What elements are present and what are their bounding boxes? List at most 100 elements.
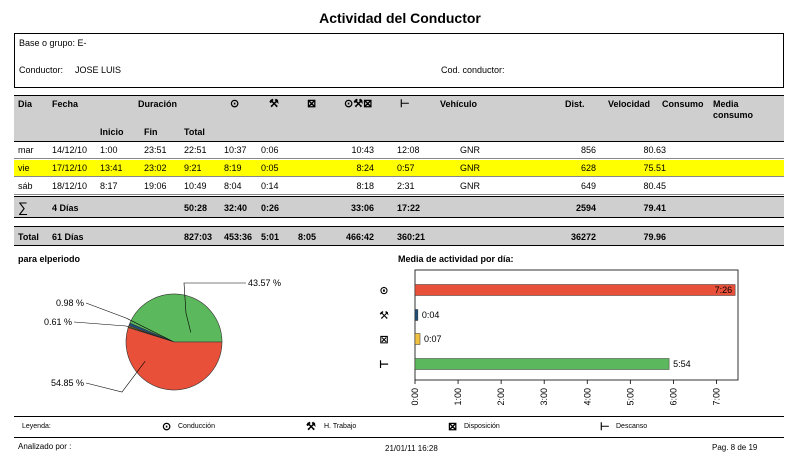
row-vehiculo: GNR xyxy=(460,145,480,155)
pie-chart-title: para elperiodo xyxy=(18,254,81,264)
legend: Leyenda: ⊙ Conducción ⚒ H. Trabajo ⊠ Dis… xyxy=(14,416,784,438)
bar-value-label: 0:07 xyxy=(424,334,442,344)
x-axis-tick-label: 0:00 xyxy=(410,388,420,406)
row-dia: vie xyxy=(18,163,30,173)
row-inicio: 8:17 xyxy=(100,181,118,191)
legend-trabajo: H. Trabajo xyxy=(324,423,357,430)
bar xyxy=(414,284,736,296)
row-trabajo: 0:06 xyxy=(261,145,279,155)
header-inicio: Inicio xyxy=(100,127,124,137)
header-total: Total xyxy=(184,127,205,137)
grand-total-velocidad: 79.96 xyxy=(643,232,666,242)
row-dist: 649 xyxy=(580,181,596,191)
table-row-highlighted: vie 17/12/10 13:41 23:02 9:21 8:19 0:05 … xyxy=(14,160,784,177)
pie-slice xyxy=(129,293,223,343)
trabajo-icon: ⚒ xyxy=(306,421,316,433)
row-fin: 23:02 xyxy=(144,163,167,173)
x-axis-tick-label: 3:00 xyxy=(539,388,549,406)
x-axis-tick-label: 4:00 xyxy=(582,388,592,406)
legend-conduccion: Conducción xyxy=(178,423,215,430)
analyzed-by: Analizado por : xyxy=(18,442,72,451)
page-number: Pag. 8 de 19 xyxy=(712,443,758,452)
row-total: 10:49 xyxy=(184,181,207,191)
row-fin: 23:51 xyxy=(144,145,167,155)
driver-info-box: Base o grupo: E- Conductor: JOSE LUIS Co… xyxy=(14,33,784,88)
bar-value-label: 5:54 xyxy=(673,359,691,369)
row-trabajo: 0:05 xyxy=(261,163,279,173)
summary-conduccion: 32:40 xyxy=(224,203,248,213)
descanso-icon: ⊢ xyxy=(400,98,410,110)
header-vehiculo: Vehículo xyxy=(440,99,478,109)
row-total: 22:51 xyxy=(184,145,207,155)
row-combined: 10:43 xyxy=(351,145,374,155)
row-descanso: 0:57 xyxy=(397,163,415,173)
bar xyxy=(414,358,670,370)
header-fecha: Fecha xyxy=(52,99,79,109)
report-date: 21/01/11 16:28 xyxy=(385,444,438,453)
row-velocidad: 75.51 xyxy=(643,163,666,173)
row-conduccion: 10:37 xyxy=(224,145,247,155)
driver-label: Conductor: xyxy=(19,65,64,75)
pie-leader-line xyxy=(183,282,246,333)
header-duracion: Duración xyxy=(138,99,178,109)
grand-total-trabajo: 5:01 xyxy=(261,232,280,242)
row-conduccion: 8:19 xyxy=(224,163,242,173)
bar xyxy=(414,333,421,345)
table-row: sáb 18/12/10 8:17 19:06 10:49 8:04 0:14 … xyxy=(14,178,784,195)
driver-name: JOSE LUIS xyxy=(75,65,122,75)
bar xyxy=(414,309,419,321)
pie-slice-label: 54.85 % xyxy=(51,378,84,388)
base-group-label: Base o grupo: E- xyxy=(19,38,87,48)
row-conduccion: 8:04 xyxy=(224,181,242,191)
bar-chart-title: Media de actividad por día: xyxy=(398,254,514,264)
summary-total: 50:28 xyxy=(184,203,208,213)
x-axis-tick-label: 2:00 xyxy=(496,388,506,406)
summary-combined: 33:06 xyxy=(350,203,374,213)
pie-slice-label: 0.61 % xyxy=(44,317,72,327)
header-dia: Dia xyxy=(18,99,33,109)
descanso-icon: ⊢ xyxy=(600,421,610,433)
row-descanso: 2:31 xyxy=(397,181,415,191)
conduccion-icon: ⊙ xyxy=(162,421,172,433)
x-axis-tick-label: 5:00 xyxy=(625,388,635,406)
disposicion-icon: ⊠ xyxy=(379,333,388,346)
row-vehiculo: GNR xyxy=(460,163,480,173)
pie-chart: 43.57 % 0.98 % 0.61 % 54.85 % xyxy=(44,278,281,393)
table-row: mar 14/12/10 1:00 23:51 22:51 10:37 0:06… xyxy=(14,142,784,159)
header-consumo: Consumo xyxy=(662,99,704,109)
summary-dist: 2594 xyxy=(575,203,596,213)
row-combined: 8:24 xyxy=(356,163,374,173)
grand-total-disposicion: 8:05 xyxy=(298,232,317,242)
row-fecha: 17/12/10 xyxy=(52,163,88,173)
pie-leader-line xyxy=(85,302,175,343)
row-velocidad: 80.45 xyxy=(643,181,666,191)
report-title: Actividad del Conductor xyxy=(319,10,481,26)
summary-row: ∑ 4 Días 50:28 32:40 0:26 33:06 17:22 25… xyxy=(14,196,784,218)
row-dia: mar xyxy=(18,145,34,155)
bar-value-label: 7:26 xyxy=(715,285,733,295)
summary-dias: 4 Días xyxy=(52,203,79,213)
grand-total-dist: 36272 xyxy=(570,232,596,242)
row-velocidad: 80.63 xyxy=(643,145,666,155)
x-axis-tick-label: 6:00 xyxy=(668,388,678,406)
legend-descanso: Descanso xyxy=(616,423,648,430)
combined-activity-icon: ⊙⚒⊠ xyxy=(344,98,373,110)
x-axis-tick-label: 1:00 xyxy=(453,388,463,406)
grand-total-descanso: 360:21 xyxy=(397,232,426,242)
summary-trabajo: 0:26 xyxy=(261,203,280,213)
grand-total-dias: 61 Días xyxy=(52,232,84,242)
conduccion-icon: ⊙ xyxy=(230,98,240,110)
trabajo-icon: ⚒ xyxy=(269,98,279,110)
conduccion-icon: ⊙ xyxy=(379,284,388,297)
row-dia: sáb xyxy=(18,181,33,191)
summary-velocidad: 79.41 xyxy=(643,203,666,213)
row-trabajo: 0:14 xyxy=(261,181,279,191)
disposicion-icon: ⊠ xyxy=(307,98,317,110)
driver-code-label: Cod. conductor: xyxy=(441,65,505,75)
row-inicio: 13:41 xyxy=(100,163,123,173)
row-vehiculo: GNR xyxy=(460,181,480,191)
descanso-icon: ⊢ xyxy=(379,358,389,371)
pie-slice xyxy=(125,327,223,391)
bar-value-label: 0:04 xyxy=(422,310,440,320)
